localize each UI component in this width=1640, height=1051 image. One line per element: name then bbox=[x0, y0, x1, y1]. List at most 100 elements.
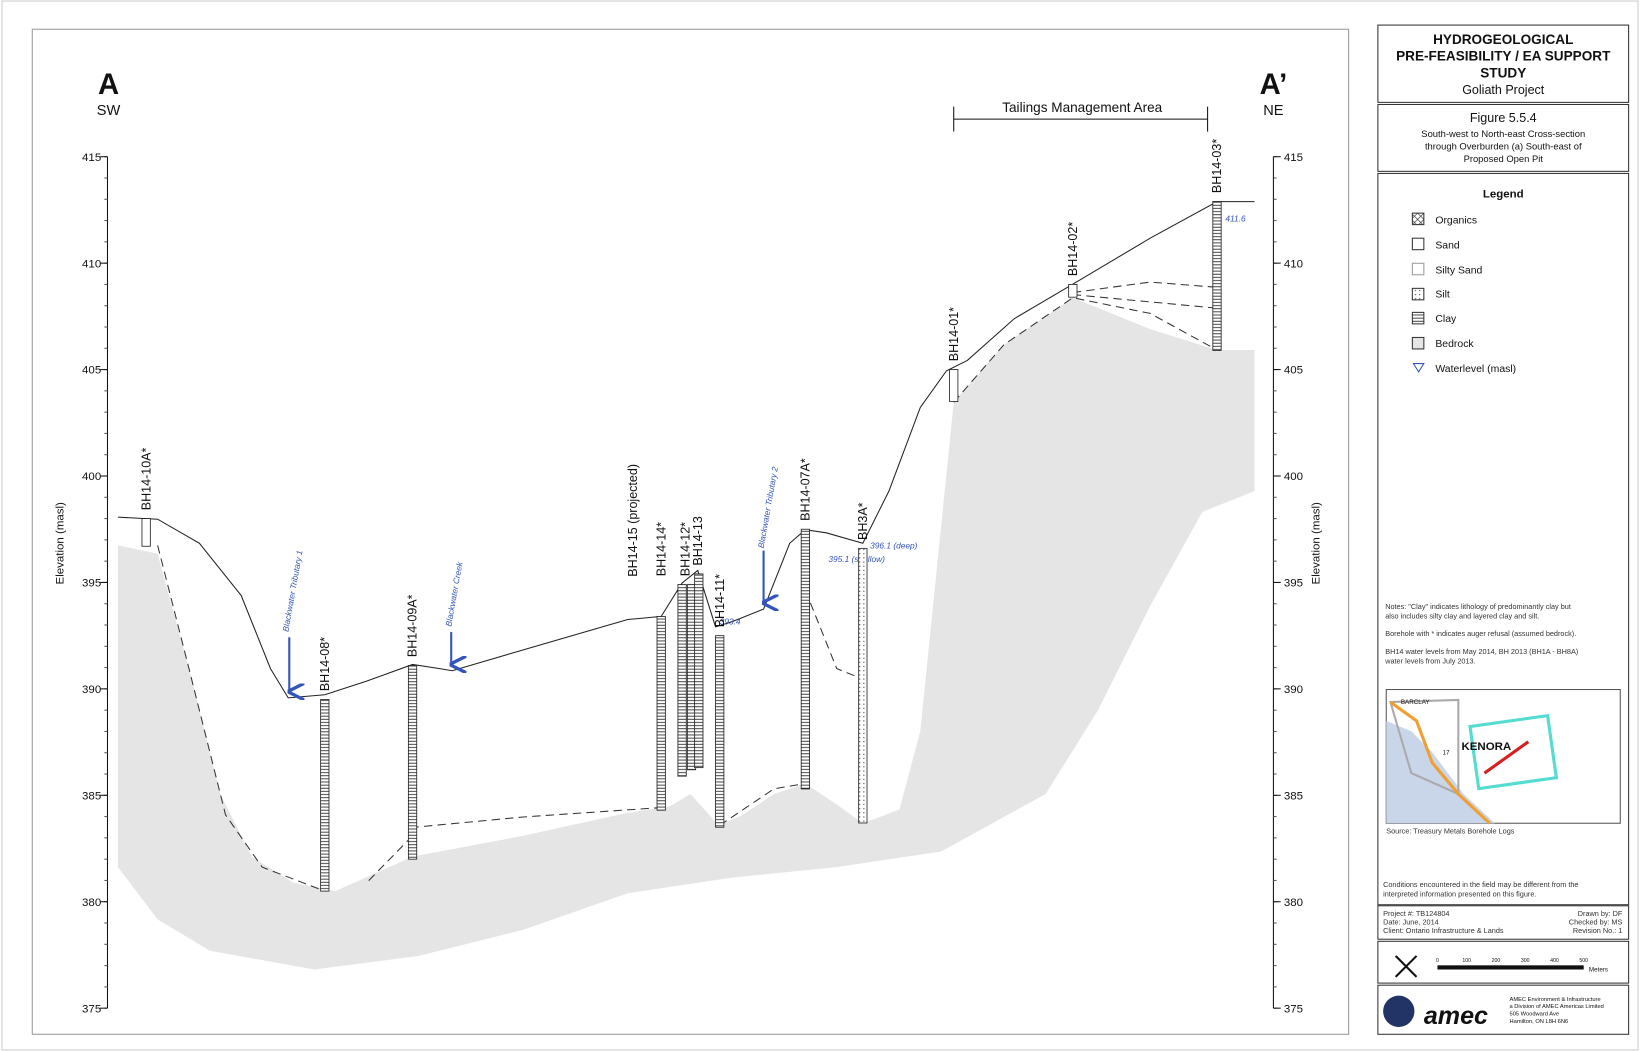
scale-tick: 300 bbox=[1521, 958, 1530, 964]
borehole-label: BH14-10A* bbox=[139, 447, 153, 510]
scale-tick: 100 bbox=[1462, 958, 1471, 964]
elevation-label: 415 bbox=[1284, 152, 1303, 164]
section-end-dir: NE bbox=[1263, 103, 1284, 119]
legend-item: Silty Sand bbox=[1435, 266, 1482, 277]
borehole bbox=[408, 665, 416, 859]
swatch bbox=[1412, 213, 1423, 224]
scale-tick: 400 bbox=[1550, 958, 1559, 964]
company-address: AMEC Environment & Infrastructure bbox=[1510, 997, 1601, 1003]
scale-tick: 0 bbox=[1436, 958, 1439, 964]
water-level-label: 395.1 (shallow) bbox=[828, 554, 885, 564]
section-end: A’ bbox=[1260, 69, 1288, 101]
borehole bbox=[859, 548, 867, 823]
borehole bbox=[716, 636, 724, 828]
title-line: PRE-FEASIBILITY / EA SUPPORT bbox=[1396, 49, 1611, 64]
scale-unit: Meters bbox=[1589, 967, 1608, 974]
borehole bbox=[1213, 201, 1221, 350]
elevation-label: 400 bbox=[82, 471, 101, 483]
elevation-label: 375 bbox=[1284, 1003, 1303, 1015]
borehole-label: BH14-09A* bbox=[406, 594, 420, 657]
swatch bbox=[1412, 288, 1423, 299]
map-label: KENORA bbox=[1461, 741, 1511, 753]
borehole-label: BH3A* bbox=[856, 502, 870, 540]
figure-caption: South-west to North-east Cross-section bbox=[1421, 128, 1585, 139]
note: Notes: "Clay" indicates lithology of pre… bbox=[1385, 602, 1571, 611]
water-level-label: 396.1 (deep) bbox=[870, 540, 918, 550]
logo-seal bbox=[1383, 996, 1414, 1027]
legend-item: Bedrock bbox=[1435, 339, 1474, 350]
legend-item: Organics bbox=[1435, 216, 1477, 227]
company-address: 505 Woodward Ave bbox=[1510, 1011, 1560, 1017]
elevation-label: 405 bbox=[1284, 365, 1303, 377]
note: BH14 water levels from May 2014, BH 2013… bbox=[1385, 647, 1578, 656]
title-line: STUDY bbox=[1480, 65, 1526, 80]
swatch bbox=[1412, 263, 1423, 274]
scale-tick: 200 bbox=[1492, 958, 1501, 964]
note: Borehole with * indicates auger refusal … bbox=[1385, 629, 1576, 638]
project-name: Goliath Project bbox=[1462, 83, 1545, 97]
figure-caption: through Overburden (a) South-east of bbox=[1425, 140, 1582, 151]
borehole bbox=[142, 519, 150, 547]
borehole-label: BH14-07A* bbox=[799, 458, 813, 521]
borehole-label: BH14-13 bbox=[691, 516, 705, 565]
borehole bbox=[678, 585, 686, 777]
figure-caption: Proposed Open Pit bbox=[1464, 153, 1544, 164]
project-info: Revision No.: 1 bbox=[1573, 926, 1622, 935]
elevation-label: 395 bbox=[82, 578, 101, 590]
elevation-label: 380 bbox=[1284, 897, 1303, 909]
borehole bbox=[1069, 284, 1077, 297]
elevation-label: 390 bbox=[82, 684, 101, 696]
borehole bbox=[950, 370, 958, 402]
section-start-dir: SW bbox=[97, 103, 121, 119]
scale-bar bbox=[1437, 965, 1583, 969]
legend-item: Silt bbox=[1435, 290, 1450, 301]
title-line: HYDROGEOLOGICAL bbox=[1433, 32, 1573, 47]
elevation-label: 385 bbox=[1284, 790, 1303, 802]
elevation-label: 410 bbox=[1284, 258, 1303, 270]
legend-item: Clay bbox=[1435, 314, 1457, 325]
elevation-label: 415 bbox=[82, 152, 101, 164]
water-level-label: 411.6 bbox=[1225, 213, 1246, 223]
elevation-label: 395 bbox=[1284, 578, 1303, 590]
swatch bbox=[1412, 238, 1423, 249]
elevation-label: 385 bbox=[82, 790, 101, 802]
conditions-note: Conditions encountered in the field may … bbox=[1383, 880, 1578, 889]
borehole-label: BH14-15 (projected) bbox=[626, 464, 640, 577]
company-name: amec bbox=[1424, 1002, 1488, 1030]
borehole bbox=[801, 529, 809, 789]
scale-tick: 500 bbox=[1579, 958, 1588, 964]
company-address: a Division of AMEC Americas Limited bbox=[1510, 1004, 1604, 1010]
elevation-label: 390 bbox=[1284, 684, 1303, 696]
borehole-label: BH14-11* bbox=[713, 574, 727, 627]
elevation-label: 380 bbox=[82, 897, 101, 909]
zone-label: Tailings Management Area bbox=[1002, 100, 1162, 115]
elevation-label: 400 bbox=[1284, 471, 1303, 483]
map-inset bbox=[1386, 690, 1620, 824]
borehole-label: BH14-03* bbox=[1210, 139, 1224, 193]
note: water levels from July 2013. bbox=[1384, 656, 1475, 665]
company-address: Hamilton, ON L8H 6N6 bbox=[1510, 1019, 1569, 1025]
note: also includes silty clay and layered cla… bbox=[1385, 611, 1539, 620]
figure: 375 380 385 390 395 400 405 410 415 Elevation (ma… bbox=[0, 0, 1640, 1051]
axis-title: Elevation (masl) bbox=[55, 502, 67, 585]
elevation-label: 405 bbox=[82, 365, 101, 377]
axis-title: Elevation (masl) bbox=[1310, 502, 1322, 585]
borehole-label: BH14-02* bbox=[1066, 222, 1080, 276]
borehole bbox=[695, 574, 703, 768]
borehole-label: BH14-14* bbox=[654, 522, 668, 576]
borehole bbox=[657, 616, 665, 810]
elevation-label: 375 bbox=[82, 1003, 101, 1015]
legend-item: Waterlevel (masl) bbox=[1435, 364, 1516, 375]
borehole bbox=[321, 700, 329, 892]
section-start: A bbox=[98, 69, 119, 101]
project-info: Client: Ontario Infrastructure & Lands bbox=[1383, 926, 1504, 935]
borehole-label: BH14-08* bbox=[318, 637, 332, 691]
legend-item: Sand bbox=[1435, 241, 1460, 252]
swatch bbox=[1412, 312, 1423, 323]
figure-number: Figure 5.5.4 bbox=[1470, 111, 1537, 125]
map-source: Source: Treasury Metals Borehole Logs bbox=[1386, 827, 1515, 836]
borehole-label: BH14-01* bbox=[947, 307, 961, 361]
swatch bbox=[1412, 337, 1423, 348]
map-label: 17 bbox=[1443, 749, 1450, 756]
conditions-note: interpreted information presented on thi… bbox=[1383, 889, 1536, 898]
